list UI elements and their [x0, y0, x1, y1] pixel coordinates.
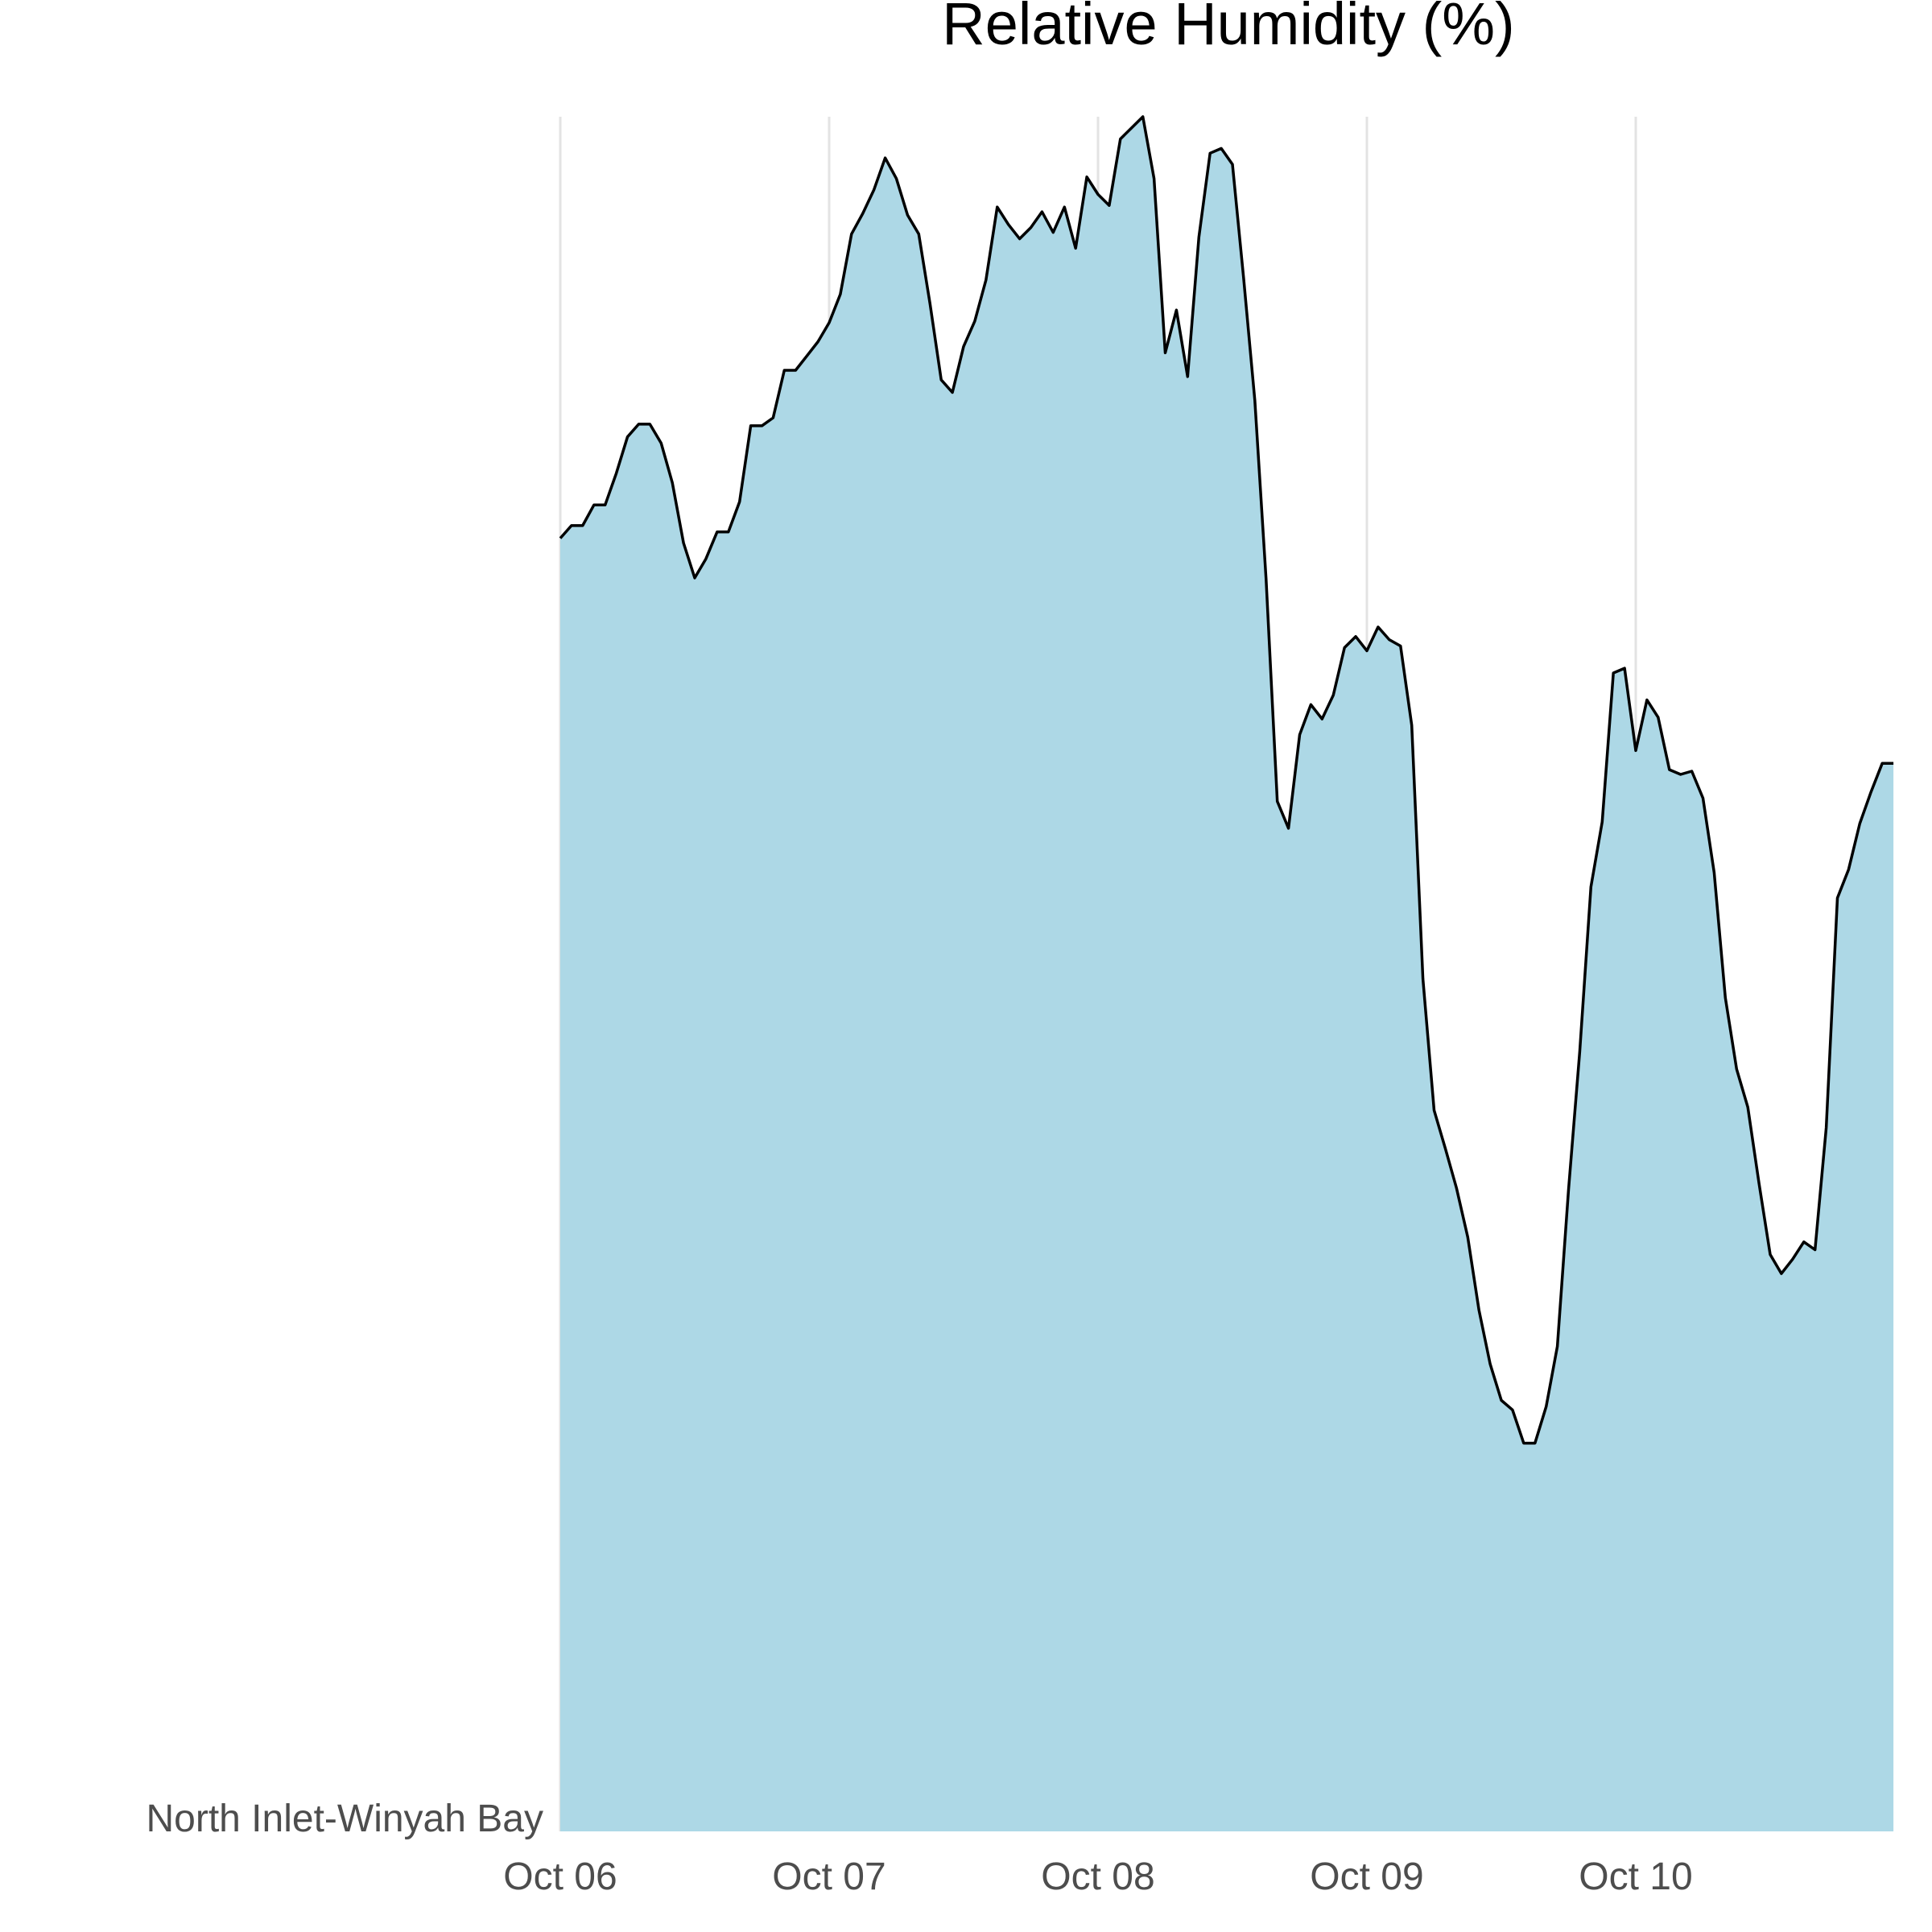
x-tick-label: Oct 08 [1041, 1856, 1154, 1898]
x-tick-label: Oct 09 [1310, 1856, 1423, 1898]
x-axis-tick-labels: Oct 06 Oct 07 Oct 08 Oct 09 Oct 10 [503, 1856, 1692, 1898]
humidity-area [560, 117, 1894, 1831]
humidity-line [559, 115, 1894, 1445]
chart-title: Relative Humidity (%) [942, 0, 1514, 57]
x-tick-label: Oct 06 [503, 1856, 617, 1898]
y-category-label: North Inlet-Winyah Bay [146, 1798, 543, 1840]
x-tick-label: Oct 10 [1579, 1856, 1692, 1898]
x-tick-label: Oct 07 [772, 1856, 886, 1898]
